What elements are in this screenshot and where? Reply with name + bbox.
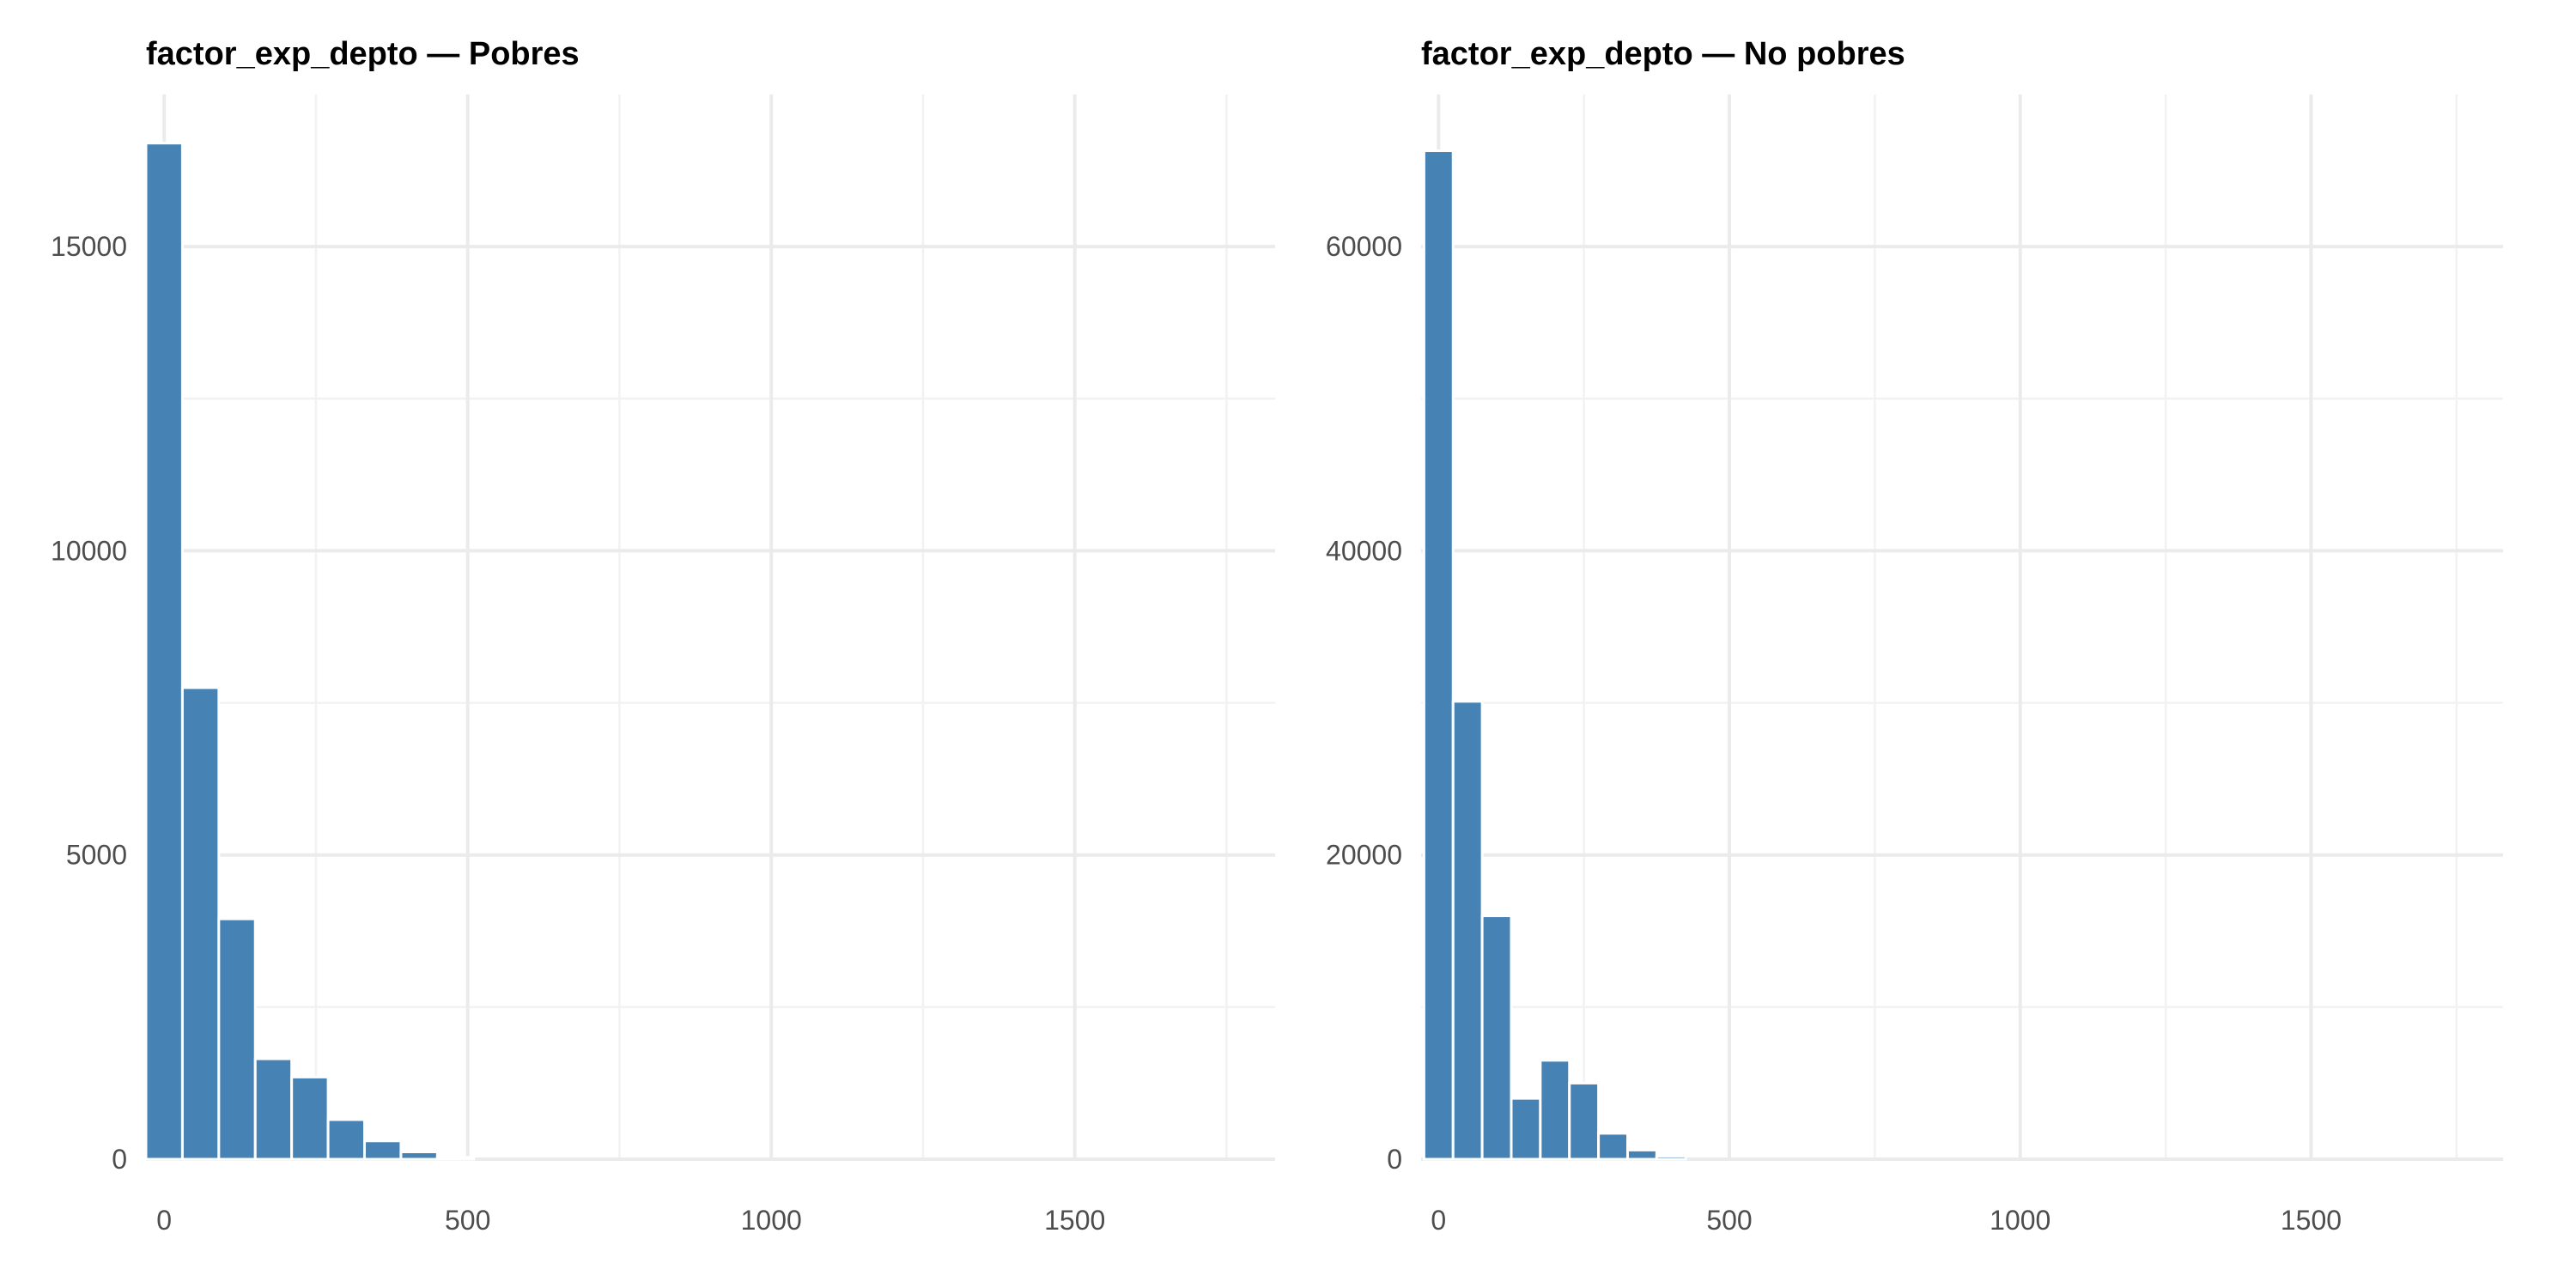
- chart-panel-1: 0 5000 10000 15000 0 500 1000 1500 factor_exp_de…: [51, 36, 1275, 1236]
- histogram-bar: [1422, 149, 1455, 1161]
- histogram-bar: [1539, 1059, 1571, 1161]
- y-tick-label: 40000: [1326, 535, 1402, 566]
- x-tick-label: 1000: [741, 1205, 802, 1236]
- y-tick-label: 0: [112, 1144, 127, 1175]
- histogram-bar: [1597, 1132, 1629, 1161]
- histogram-bar: [435, 1156, 476, 1161]
- histogram-bar: [1480, 914, 1513, 1161]
- histogram-bar: [326, 1118, 367, 1161]
- histogram-bar: [399, 1150, 439, 1161]
- histogram-bar: [144, 142, 184, 1161]
- chart-panel-2: 0 20000 40000 60000 0 500 1000 1500 factor_exp_d…: [1326, 36, 2503, 1236]
- y-tick-label: 5000: [66, 840, 127, 871]
- histogram-bar: [290, 1075, 330, 1161]
- histogram-bar: [1451, 700, 1484, 1161]
- x-tick-label: 1000: [1990, 1205, 2050, 1236]
- y-tick-label: 10000: [51, 535, 127, 566]
- histogram-bar: [253, 1057, 294, 1161]
- chart-title: factor_exp_depto — No pobres: [1421, 36, 1905, 72]
- chart-title: factor_exp_depto — Pobres: [146, 36, 580, 72]
- x-tick-label: 0: [1431, 1205, 1446, 1236]
- histogram-bar: [1655, 1154, 1687, 1161]
- y-tick-label: 20000: [1326, 840, 1402, 871]
- x-tick-label: 500: [1706, 1205, 1752, 1236]
- histogram-bar: [180, 686, 221, 1161]
- x-tick-label: 1500: [2281, 1205, 2342, 1236]
- histogram-bar: [1568, 1081, 1601, 1161]
- histogram-bar: [1510, 1097, 1542, 1161]
- histogram-bar: [1625, 1148, 1658, 1161]
- histogram-bar: [363, 1139, 403, 1161]
- x-tick-label: 0: [156, 1205, 172, 1236]
- y-tick-label: 0: [1387, 1144, 1402, 1175]
- x-tick-label: 1500: [1044, 1205, 1105, 1236]
- histogram-bar: [217, 917, 257, 1161]
- y-tick-label: 60000: [1326, 231, 1402, 262]
- x-tick-label: 500: [445, 1205, 490, 1236]
- y-tick-label: 15000: [51, 231, 127, 262]
